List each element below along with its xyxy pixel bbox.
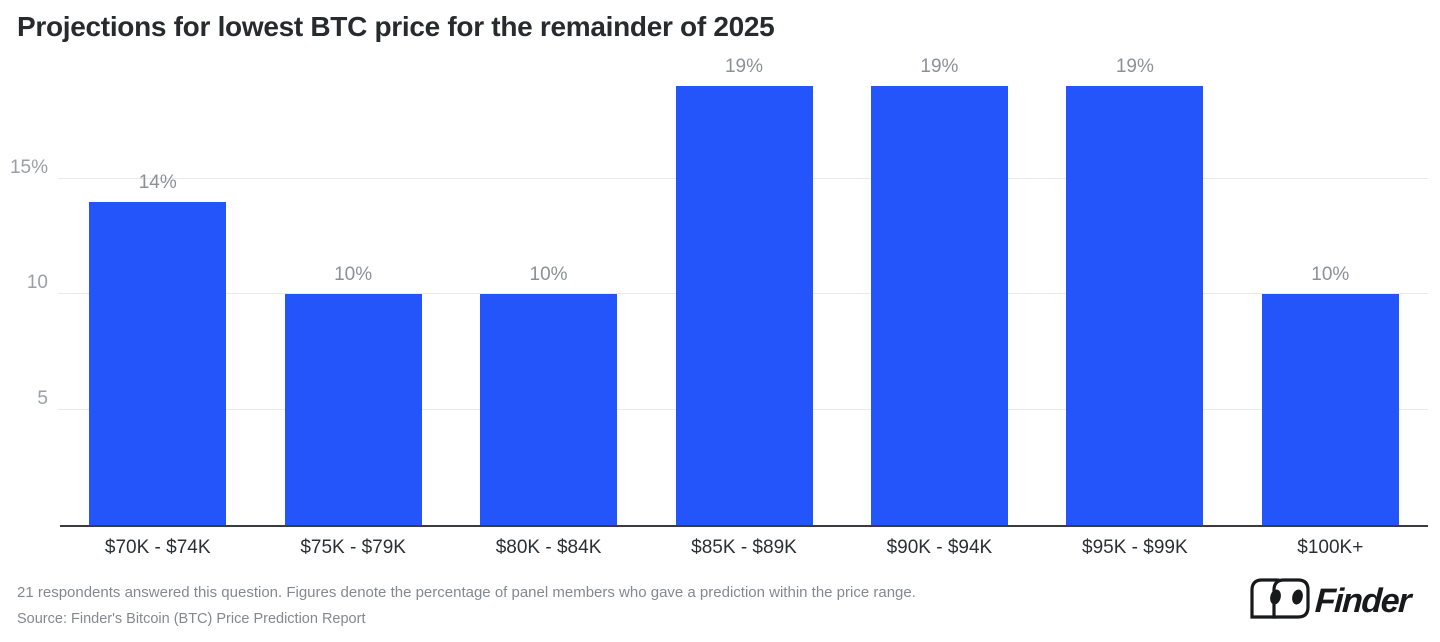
x-axis-category-label: $70K - $74K [104, 537, 211, 558]
chart-source-note: Source: Finder's Bitcoin (BTC) Price Pre… [17, 611, 366, 627]
y-axis-tick-label: 10 [26, 272, 48, 293]
bar-value-label: 14% [138, 171, 177, 193]
chart-footnote: 21 respondents answered this question. F… [17, 584, 916, 601]
bar-chart-plot-area: 5 10 15% 14% $70K - $74K 10% $75K - $79K 10% $80… [10, 56, 1428, 558]
bar-value-label: 19% [724, 56, 763, 78]
bar-$100K+[interactable] [1261, 294, 1399, 525]
x-axis-category-label: $95K - $99K [1082, 537, 1188, 558]
bar-$70K - $74K[interactable] [89, 201, 227, 525]
y-axis-tick-label: 5 [37, 387, 48, 409]
bar-value-label: 19% [1115, 56, 1154, 78]
bar-$85K - $89K[interactable] [675, 86, 813, 525]
bar-$75K - $79K[interactable] [284, 294, 422, 525]
x-axis-category-label: $85K - $89K [691, 537, 797, 558]
x-axis-category-label: $100K+ [1297, 537, 1364, 558]
finder-logo-wordmark: Finder [1314, 582, 1412, 620]
bar-value-label: 10% [529, 264, 568, 285]
bar-$95K - $99K[interactable] [1066, 86, 1204, 525]
y-axis-tick-label: 15% [9, 156, 48, 178]
chart-title: Projections for lowest BTC price for the… [17, 11, 775, 42]
x-axis-category-label: $80K - $84K [495, 537, 602, 558]
finder-eyes-icon [1249, 577, 1311, 626]
x-axis-category-label: $90K - $94K [886, 537, 993, 558]
x-axis-category-label: $75K - $79K [300, 537, 406, 558]
bar-value-label: 10% [1311, 264, 1350, 285]
bar-$80K - $84K[interactable] [480, 294, 618, 525]
bar-value-label: 10% [334, 264, 373, 285]
bar-value-label: 19% [920, 56, 959, 78]
finder-logo[interactable]: Finder [1249, 577, 1416, 626]
bar-$90K - $94K[interactable] [870, 86, 1008, 525]
